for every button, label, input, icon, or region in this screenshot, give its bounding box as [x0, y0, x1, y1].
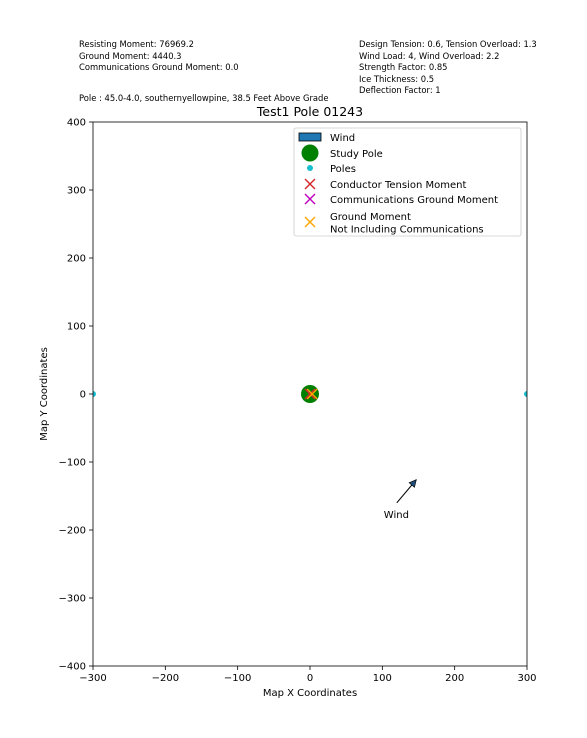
wind-arrow-head — [408, 479, 417, 488]
x-tick-label: −200 — [152, 673, 179, 684]
chart-title: Test1 Pole 01243 — [256, 104, 363, 119]
info-left-block: Resisting Moment: 76969.2 Ground Moment:… — [79, 39, 239, 74]
y-tick-label: 400 — [67, 118, 86, 129]
y-tick-label: −100 — [59, 458, 86, 469]
info-right-block: Design Tension: 0.6, Tension Overload: 1… — [359, 39, 537, 97]
y-tick-label: −400 — [59, 662, 86, 673]
y-tick-label: 300 — [67, 186, 86, 197]
legend-label: Not Including Communications — [330, 225, 484, 236]
y-tick-label: 200 — [67, 254, 86, 265]
legend-label: Conductor Tension Moment — [330, 180, 466, 191]
communications-ground-moment-text: Communications Ground Moment: 0.0 — [79, 62, 239, 73]
legend-x-swatch — [304, 216, 316, 228]
legend-wind-swatch — [298, 132, 322, 142]
x-tick-label: 100 — [373, 673, 392, 684]
y-tick-label: −200 — [59, 526, 86, 537]
legend-study-pole-swatch — [301, 144, 319, 162]
plot-frame — [92, 121, 528, 667]
design-tension-text: Design Tension: 0.6, Tension Overload: 1… — [359, 39, 537, 49]
strength-factor-text: Strength Factor: 0.85 — [359, 62, 448, 73]
ground-moment-text: Ground Moment: 4440.3 — [79, 50, 182, 61]
x-tick-label: −100 — [224, 673, 251, 684]
y-axis-label: Map Y Coordinates — [39, 347, 50, 441]
moment-marker — [306, 388, 318, 400]
y-tick-label: −300 — [59, 594, 86, 605]
y-tick-label: 100 — [67, 322, 86, 333]
x-tick-label: −300 — [79, 673, 106, 684]
legend-box — [293, 127, 522, 237]
x-tick-label: 200 — [445, 673, 464, 684]
legend-label: Poles — [330, 164, 356, 175]
x-tick-label: 300 — [517, 673, 536, 684]
pole-point — [524, 391, 527, 397]
wind-arrow-label: Wind — [384, 510, 409, 521]
ice-thickness-text: Ice Thickness: 0.5 — [359, 73, 435, 84]
legend-label: Wind — [330, 133, 355, 144]
deflection-factor-text: Deflection Factor: 1 — [359, 85, 441, 96]
legend-x-swatch — [304, 193, 316, 205]
y-tick-label: 0 — [80, 390, 86, 401]
legend-label: Ground Moment — [330, 212, 411, 223]
x-axis-label: Map X Coordinates — [263, 688, 357, 699]
pole-point — [93, 391, 96, 397]
wind-load-text: Wind Load: 4, Wind Overload: 2.2 — [359, 50, 500, 61]
legend-label: Communications Ground Moment — [330, 195, 498, 206]
pole-description: Pole : 45.0-4.0, southernyellowpine, 38.… — [79, 93, 329, 103]
legend-x-swatch — [304, 178, 316, 190]
legend-label: Study Pole — [330, 149, 383, 160]
legend-poles-swatch — [307, 165, 313, 171]
x-tick-label: 0 — [307, 673, 313, 684]
plot-area-group — [93, 385, 527, 403]
resisting-moment-text: Resisting Moment: 76969.2 — [79, 39, 194, 49]
moment-marker — [304, 388, 316, 400]
